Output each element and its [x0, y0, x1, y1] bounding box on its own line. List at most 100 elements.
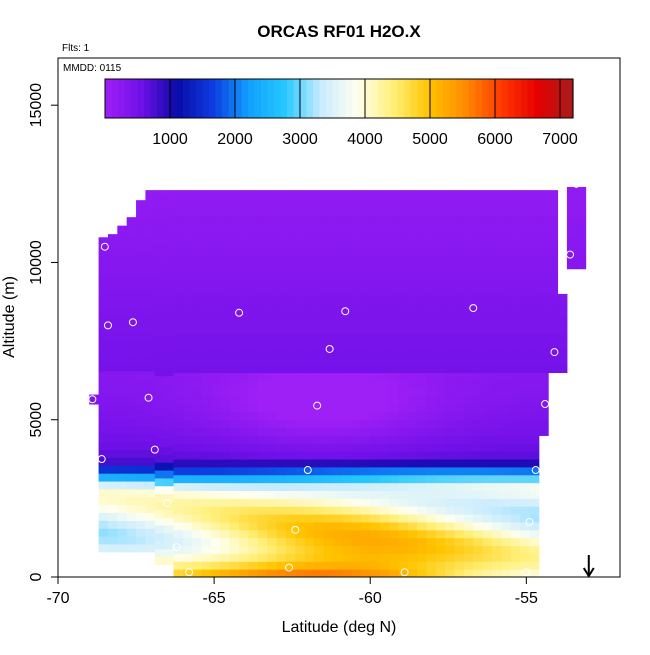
heatmap-cell: [126, 512, 137, 521]
heatmap-cell: [304, 435, 315, 444]
heatmap-cell: [145, 433, 156, 443]
heatmap-cell: [267, 411, 278, 421]
heatmap-cell: [342, 262, 352, 271]
heatmap-cell: [117, 363, 128, 372]
heatmap-cell: [501, 356, 512, 366]
heatmap-cell: [107, 260, 118, 270]
heatmap-cell: [529, 333, 540, 342]
heatmap-cell: [538, 262, 549, 271]
heatmap-cell: [445, 309, 456, 318]
heatmap-cell: [323, 333, 334, 342]
heatmap-cell: [529, 474, 540, 484]
profile-point: [285, 563, 294, 572]
heatmap-cell: [454, 537, 465, 547]
heatmap-cell: [501, 419, 512, 429]
heatmap-cell: [342, 191, 352, 201]
heatmap-cell: [145, 300, 156, 309]
heatmap-cell: [229, 301, 240, 311]
heatmap-cell: [164, 202, 175, 212]
profile-point: [97, 455, 106, 464]
heatmap-cell: [463, 569, 474, 578]
heatmap-cell: [136, 200, 146, 207]
heatmap-cell: [248, 190, 259, 193]
heatmap-cell: [164, 509, 175, 518]
heatmap-cell: [276, 190, 287, 193]
heatmap-cell: [445, 278, 456, 287]
heatmap-cell: [248, 191, 259, 201]
heatmap-cell: [304, 231, 315, 240]
heatmap-cell: [182, 443, 193, 452]
heatmap-cell: [473, 301, 484, 311]
heatmap-cell: [454, 427, 465, 436]
heatmap-cell: [529, 246, 540, 256]
heatmap-cell: [154, 438, 165, 447]
heatmap-cell: [107, 418, 118, 427]
heatmap-cell: [323, 419, 334, 429]
heatmap-cell: [482, 443, 493, 452]
heatmap-cell: [239, 372, 249, 381]
heatmap-cell: [379, 190, 390, 193]
heatmap-cell: [454, 246, 465, 256]
heatmap-cell: [435, 356, 446, 366]
heatmap-cell: [285, 301, 296, 311]
heatmap-cell: [98, 363, 109, 372]
heatmap-cell: [445, 348, 456, 358]
heatmap-cell: [248, 372, 259, 381]
heatmap-cell: [417, 388, 427, 397]
heatmap-cell: [136, 229, 146, 238]
heatmap-cell: [117, 245, 128, 254]
heatmap-cell: [435, 341, 446, 350]
heatmap-cell: [445, 419, 456, 429]
heatmap-cell: [117, 449, 128, 458]
heatmap-cell: [454, 333, 465, 342]
heatmap-cell: [407, 427, 418, 436]
heatmap-cell: [454, 569, 465, 578]
heatmap-cell: [510, 411, 521, 421]
heatmap-cell: [145, 268, 156, 278]
heatmap-cell: [295, 254, 306, 263]
heatmap-cell: [407, 482, 418, 491]
heatmap-cell: [239, 482, 249, 491]
heatmap-cell: [314, 372, 324, 381]
heatmap-cell: [473, 545, 484, 554]
heatmap-cell: [210, 427, 221, 436]
heatmap-cell: [173, 498, 184, 507]
heatmap-cell: [154, 391, 165, 400]
heatmap-cell: [463, 537, 474, 547]
heatmap-cell: [557, 309, 568, 318]
heatmap-cell: [304, 459, 315, 468]
heatmap-cell: [379, 301, 390, 311]
heatmap-cell: [107, 276, 118, 285]
y-axis-label: Altitude (m): [1, 276, 18, 358]
heatmap-cell: [182, 270, 193, 279]
heatmap-cell: [351, 325, 362, 334]
heatmap-cell: [435, 286, 446, 295]
heatmap-cell: [435, 325, 446, 334]
heatmap-cell: [445, 506, 456, 515]
heatmap-cell: [276, 521, 287, 531]
heatmap-cell: [210, 388, 221, 397]
heatmap-cell: [417, 498, 427, 507]
heatmap-cell: [332, 498, 343, 507]
heatmap-cell: [473, 231, 484, 240]
heatmap-cell: [417, 254, 427, 263]
heatmap-cell: [463, 348, 474, 358]
heatmap-cell: [107, 292, 118, 301]
heatmap-cell: [98, 496, 109, 506]
heatmap-cell: [388, 474, 399, 484]
heatmap-cell: [351, 459, 362, 468]
heatmap-cell: [342, 246, 352, 256]
heatmap-cell: [426, 199, 437, 208]
heatmap-cell: [267, 372, 278, 381]
heatmap-cell: [314, 435, 324, 444]
heatmap-cell: [229, 341, 240, 350]
heatmap-cell: [98, 394, 109, 403]
heatmap-cell: [510, 514, 521, 523]
heatmap-cell: [435, 388, 446, 397]
heatmap-cell: [276, 309, 287, 318]
heatmap-cell: [426, 238, 437, 248]
heatmap-cell: [323, 427, 334, 436]
heatmap-cell: [491, 490, 502, 499]
heatmap-cell: [323, 388, 334, 397]
heatmap-cell: [351, 427, 362, 436]
